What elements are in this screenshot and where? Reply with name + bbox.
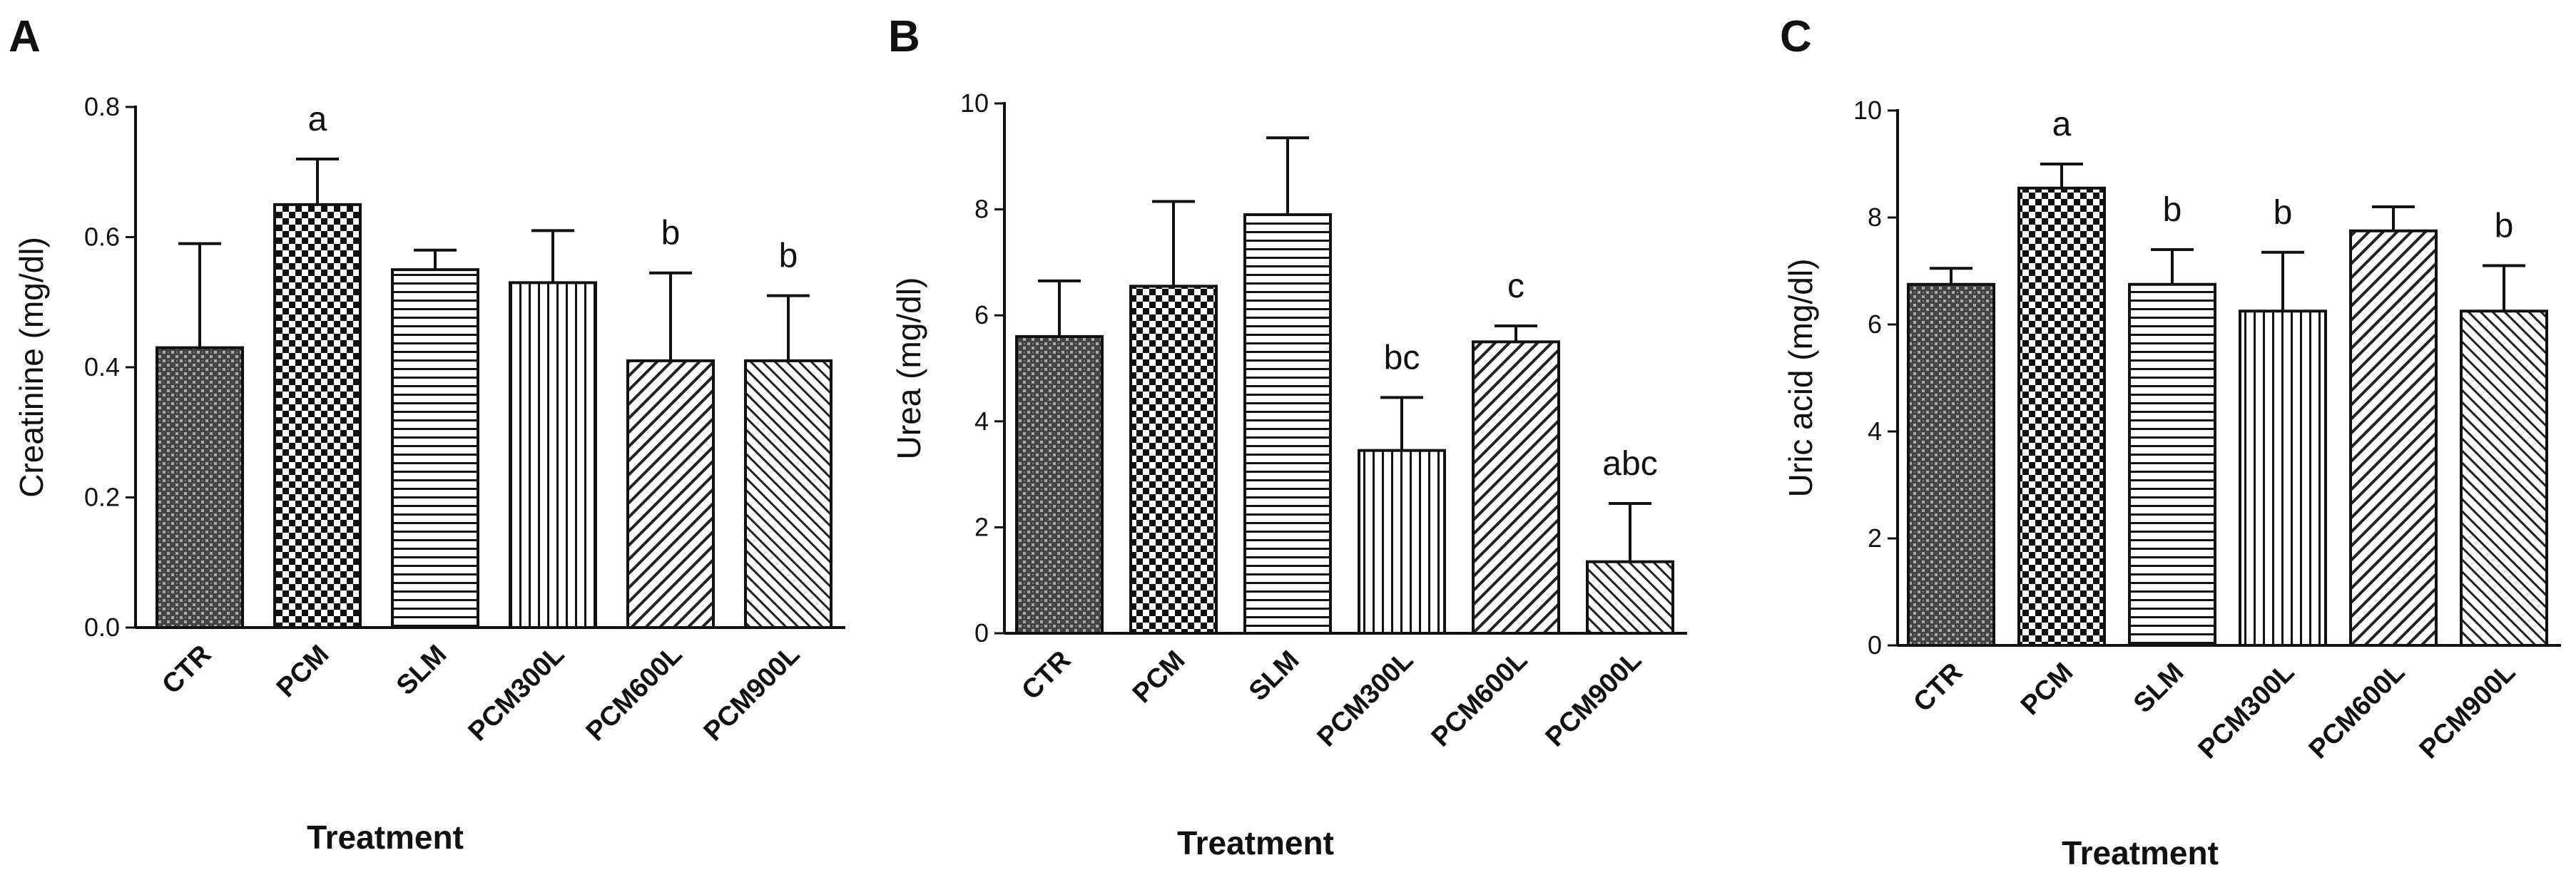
c-category-label-slm: SLM <box>2128 658 2189 719</box>
a-category-label-pcm900l: PCM900L <box>698 640 806 747</box>
a-category-label-pcm300l: PCM300L <box>463 640 571 747</box>
chart-panel-c: 0 2 4 6 8 10 Uric acid (mg/dl) CTR a PCM b SLM b PCM3… <box>1782 96 2561 871</box>
c-y-tick-label: 4 <box>1868 416 1882 446</box>
chart-panel-b: 0 2 4 6 8 10 Urea (mg/dl) CTR PCM SLM bc PCM300L c PC… <box>890 88 1687 861</box>
c-category-label-ctr: CTR <box>1908 658 1968 718</box>
c-y-tick-label: 2 <box>1868 523 1882 553</box>
a-category-label-ctr: CTR <box>156 640 217 700</box>
b-y-tick-label: 10 <box>960 88 989 118</box>
b-bar-slm <box>1243 213 1332 635</box>
a-bar-pcm300l <box>509 281 597 629</box>
a-x-axis-title: Treatment <box>307 819 464 856</box>
c-bar-ctr <box>1907 282 1995 647</box>
a-annotation-pcm: a <box>308 101 327 138</box>
b-bar-pcm900l <box>1586 560 1674 635</box>
b-bar-pcm300l <box>1358 449 1446 635</box>
a-y-axis-title: Creatinine (mg/dl) <box>13 237 50 498</box>
b-category-label-pcm: PCM <box>1127 645 1191 709</box>
c-annotation-pcm: a <box>2052 106 2072 143</box>
a-y-tick-label: 0.4 <box>84 352 120 382</box>
c-x-axis-title: Treatment <box>2062 834 2219 871</box>
a-y-tick-label: 0.0 <box>84 613 120 642</box>
c-bar-pcm <box>2017 186 2106 647</box>
a-category-label-slm: SLM <box>391 640 452 701</box>
b-category-label-pcm900l: PCM900L <box>1540 645 1648 753</box>
a-y-tick-label: 0.2 <box>84 483 120 512</box>
c-annotation-slm: b <box>2163 191 2182 229</box>
b-y-tick-label: 2 <box>974 512 989 541</box>
a-bar-pcm600l <box>626 359 715 629</box>
c-category-label-pcm300l: PCM300L <box>2193 658 2301 765</box>
a-category-label-pcm600l: PCM600L <box>581 640 688 747</box>
a-annotation-pcm600l: b <box>661 215 681 252</box>
panel-letter-b: B <box>888 12 920 61</box>
c-annotation-pcm900l: b <box>2495 208 2514 245</box>
a-y-tick-label: 0.8 <box>84 92 120 121</box>
c-y-tick-label: 0 <box>1868 630 1882 660</box>
c-category-label-pcm: PCM <box>2015 658 2079 721</box>
b-category-label-pcm300l: PCM300L <box>1312 645 1420 753</box>
c-y-tick-label: 8 <box>1868 203 1882 232</box>
a-bar-slm <box>391 268 479 629</box>
b-x-axis-title: Treatment <box>1177 824 1334 861</box>
chart-panel-a: 0.0 0.2 0.4 0.6 0.8 Creatinine (mg/dl) CTR a PCM… <box>13 92 845 856</box>
c-y-axis-title: Uric acid (mg/dl) <box>1782 259 1819 498</box>
b-annotation-pcm300l: bc <box>1384 339 1420 377</box>
panel-letter-c: C <box>1780 12 1812 61</box>
c-category-label-pcm900l: PCM900L <box>2414 658 2522 765</box>
a-bar-pcm900l <box>744 359 833 629</box>
b-bar-ctr <box>1015 334 1104 635</box>
b-annotation-pcm900l: abc <box>1602 445 1657 483</box>
panel-letter-a: A <box>9 12 41 61</box>
a-y-tick-label: 0.6 <box>84 222 120 252</box>
b-bar-pcm600l <box>1472 340 1560 635</box>
b-y-tick-label: 8 <box>974 195 989 224</box>
c-bar-pcm300l <box>2239 310 2327 647</box>
a-annotation-pcm900l: b <box>779 237 798 275</box>
c-y-tick-label: 6 <box>1868 310 1882 339</box>
a-bar-pcm <box>273 203 362 629</box>
b-y-tick-label: 4 <box>974 406 989 436</box>
b-category-label-pcm600l: PCM600L <box>1426 645 1534 753</box>
b-annotation-pcm600l: c <box>1507 267 1524 305</box>
b-category-label-slm: SLM <box>1243 645 1305 707</box>
b-y-axis-title: Urea (mg/dl) <box>890 277 927 460</box>
b-category-label-ctr: CTR <box>1016 645 1076 706</box>
c-bar-pcm600l <box>2349 229 2438 647</box>
b-y-tick-label: 6 <box>974 300 989 329</box>
c-bar-slm <box>2128 282 2216 647</box>
b-y-tick-label: 0 <box>974 618 989 648</box>
c-annotation-pcm300l: b <box>2274 194 2293 232</box>
a-bar-ctr <box>156 346 244 629</box>
c-y-tick-label: 10 <box>1853 96 1882 125</box>
c-bar-pcm900l <box>2460 310 2548 647</box>
c-category-label-pcm600l: PCM600L <box>2303 658 2411 765</box>
a-category-label-pcm: PCM <box>271 640 335 703</box>
b-bar-pcm <box>1129 285 1218 635</box>
